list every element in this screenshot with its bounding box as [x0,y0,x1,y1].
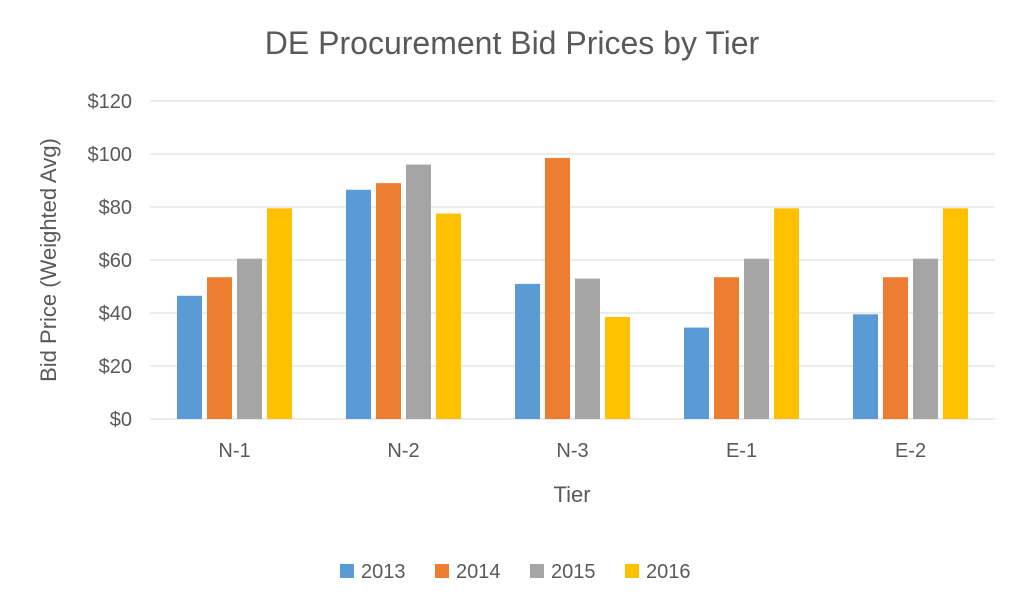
bar-2016-N-2 [436,213,461,419]
bar-2014-N-3 [545,157,570,419]
legend-swatch-2015 [530,564,544,578]
bar-2015-E-2 [913,258,938,419]
y-tick-label: $80 [99,197,132,219]
bar-2016-E-1 [774,208,799,419]
bar-2014-N-2 [376,183,401,419]
bar-2014-E-2 [883,277,908,419]
bar-2015-N-3 [575,278,600,419]
legend-swatch-2014 [435,564,449,578]
bar-2016-N-3 [605,316,630,419]
bar-2015-E-1 [744,258,769,419]
legend-label: 2016 [646,561,691,583]
bar-2015-N-2 [406,164,431,419]
x-axis-title: Tier [553,482,590,507]
legend-label: 2014 [456,561,501,583]
y-tick-label: $20 [99,356,132,378]
y-tick-label: $60 [99,250,132,272]
bar-2013-E-1 [684,327,709,419]
x-tick-label: N-2 [387,440,419,462]
y-tick-label: $100 [88,144,133,166]
legend-swatch-2016 [625,564,639,578]
legend-label: 2013 [361,561,406,583]
bar-2016-N-1 [267,208,292,419]
y-tick-label: $0 [110,409,132,431]
bar-2013-N-2 [346,189,371,419]
y-axis-ticks: $0 $20 $40 $60 $80 $100 $120 [88,91,133,431]
bar-2015-N-1 [237,258,262,419]
x-tick-label: N-1 [218,440,250,462]
y-tick-label: $120 [88,91,133,113]
bar-2014-N-1 [207,277,232,419]
bar-2013-N-3 [515,283,540,419]
chart-title: DE Procurement Bid Prices by Tier [265,25,760,61]
x-axis-ticks: N-1 N-2 N-3 E-1 E-2 [218,440,926,462]
bar-2016-E-2 [943,208,968,419]
x-tick-label: N-3 [556,440,588,462]
bar-2013-N-1 [177,295,202,419]
legend-swatch-2013 [340,564,354,578]
x-tick-label: E-1 [726,440,757,462]
legend: 2013 2014 2015 2016 [340,561,691,583]
bar-2014-E-1 [714,277,739,419]
x-tick-label: E-2 [895,440,926,462]
bar-2013-E-2 [853,314,878,419]
y-axis-title: Bid Price (Weighted Avg) [36,138,61,382]
y-tick-label: $40 [99,303,132,325]
bars [177,157,968,419]
legend-label: 2015 [551,561,596,583]
